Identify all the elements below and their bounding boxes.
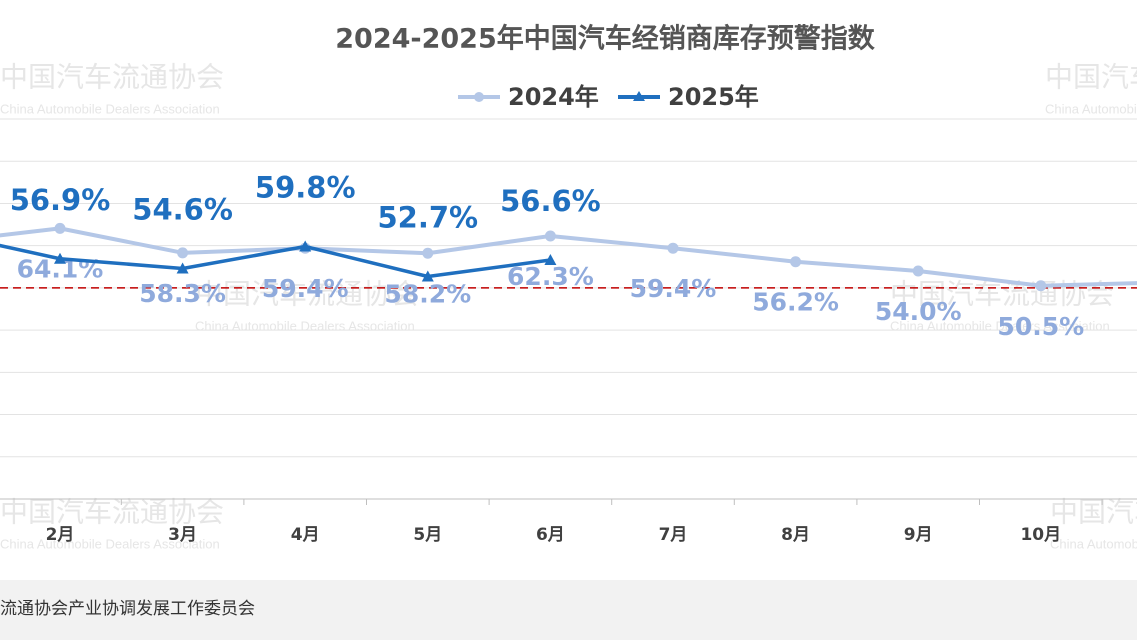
value-label: 58.3% bbox=[139, 279, 226, 308]
chart-title: 2024-2025年中国汽车经销商库存预警指数 bbox=[335, 23, 875, 55]
watermark: China Automobile Dealers Association bbox=[0, 101, 220, 116]
legend-label: 2024年 bbox=[508, 83, 599, 111]
watermark: 中国汽车流通协会 bbox=[1050, 496, 1137, 528]
x-tick-label: 3月 bbox=[168, 525, 197, 545]
watermark: China Automobile Dealers Association bbox=[195, 318, 415, 333]
value-label: 59.8% bbox=[255, 171, 356, 205]
value-label: 50.5% bbox=[997, 312, 1084, 341]
point bbox=[421, 270, 434, 282]
point bbox=[422, 247, 434, 259]
value-label: 59.4% bbox=[262, 274, 349, 303]
x-tick-label: 9月 bbox=[904, 525, 933, 545]
watermark: 中国汽车流通协会 bbox=[1045, 61, 1137, 93]
value-label: 54.6% bbox=[132, 192, 233, 226]
value-label: 56.9% bbox=[10, 183, 111, 217]
footer-band bbox=[0, 580, 1137, 640]
point bbox=[912, 265, 924, 277]
point bbox=[54, 222, 66, 234]
legend-marker bbox=[633, 91, 645, 101]
series-line bbox=[0, 243, 551, 279]
legend-marker bbox=[474, 92, 484, 102]
x-tick-label: 8月 bbox=[781, 525, 810, 545]
background bbox=[0, 0, 1137, 580]
value-label: 62.3% bbox=[507, 262, 594, 291]
value-label: 59.4% bbox=[630, 274, 717, 303]
value-label: 52.7% bbox=[377, 200, 478, 234]
x-tick-label: 2月 bbox=[46, 525, 75, 545]
x-tick-label: 5月 bbox=[413, 525, 442, 545]
x-tick-label: 6月 bbox=[536, 525, 565, 545]
point bbox=[1035, 280, 1047, 292]
watermark: 中国汽车流通协会 bbox=[0, 496, 224, 528]
x-tick-label: 10月 bbox=[1020, 525, 1061, 545]
point bbox=[790, 256, 802, 268]
x-tick-label: 4月 bbox=[291, 525, 320, 545]
watermark: 中国汽车流通协会 bbox=[195, 278, 419, 310]
x-tick-label: 7月 bbox=[659, 525, 688, 545]
watermark: China Automobile Dealers Association bbox=[1050, 536, 1137, 551]
point bbox=[544, 254, 557, 266]
value-label: 58.2% bbox=[384, 279, 471, 308]
point bbox=[667, 242, 679, 254]
source: 流通协会产业协调发展工作委员会 bbox=[0, 599, 255, 619]
point bbox=[299, 240, 312, 252]
value-label: 54.0% bbox=[875, 297, 962, 326]
watermark: China Automobile Dealers Association bbox=[0, 536, 220, 551]
value-label: 56.6% bbox=[500, 184, 601, 218]
point bbox=[54, 252, 66, 264]
legend-label: 2025年 bbox=[668, 83, 759, 111]
watermark: 中国汽车流通协会 bbox=[0, 61, 224, 93]
point bbox=[176, 262, 189, 274]
watermark: China Automobile Dealers Association bbox=[1045, 101, 1137, 116]
point bbox=[177, 247, 189, 259]
point bbox=[544, 230, 556, 242]
value-label: 56.2% bbox=[752, 288, 839, 317]
